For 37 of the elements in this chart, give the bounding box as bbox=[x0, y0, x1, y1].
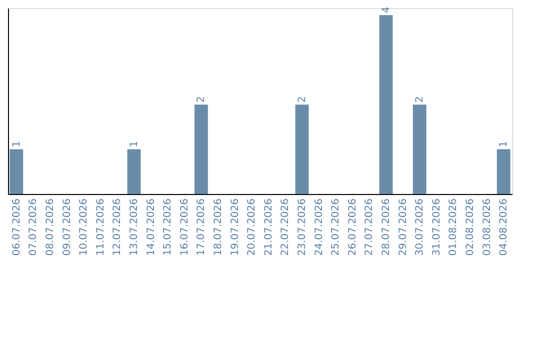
x-tick-label: 13.07.2026 bbox=[129, 198, 140, 256]
x-tick-label: 11.07.2026 bbox=[95, 198, 106, 256]
x-tick-label: 21.07.2026 bbox=[263, 198, 274, 256]
x-tick-label: 17.07.2026 bbox=[196, 198, 208, 256]
x-tick-label: 30.07.2026 bbox=[414, 198, 426, 256]
x-tick-label: 15.07.2026 bbox=[162, 198, 174, 256]
data-label: 1 bbox=[129, 140, 140, 148]
x-tick-label: 28.07.2026 bbox=[381, 198, 392, 256]
x-tick-label: 10.07.2026 bbox=[78, 198, 90, 256]
x-tick-label: 22.07.2026 bbox=[280, 198, 292, 256]
x-tick-label: 02.08.2026 bbox=[465, 198, 476, 256]
data-label: 1 bbox=[498, 140, 510, 148]
data-label: 4 bbox=[381, 6, 392, 14]
x-tick-label: 20.07.2026 bbox=[246, 198, 258, 256]
x-tick-label: 14.07.2026 bbox=[146, 198, 157, 256]
data-label: 1 bbox=[11, 140, 22, 148]
x-tick-label: 04.08.2026 bbox=[498, 198, 510, 256]
x-tick-label: 18.07.2026 bbox=[213, 198, 224, 256]
data-label: 2 bbox=[196, 96, 208, 103]
x-tick-label: 29.07.2026 bbox=[398, 198, 409, 256]
x-tick-label: 31.07.2026 bbox=[431, 198, 442, 256]
data-label: 2 bbox=[414, 96, 426, 103]
x-tick-label: 01.08.2026 bbox=[448, 198, 460, 256]
x-tick-label: 27.07.2026 bbox=[364, 198, 376, 256]
data-label: 2 bbox=[297, 96, 308, 103]
x-tick-label: 24.07.2026 bbox=[314, 198, 325, 256]
x-tick-label: 25.07.2026 bbox=[330, 198, 342, 256]
x-tick-label: 07.07.2026 bbox=[28, 198, 40, 256]
x-tick-label: 26.07.2026 bbox=[347, 198, 358, 256]
x-tick-label: 09.07.2026 bbox=[62, 198, 73, 256]
x-tick-label: 03.08.2026 bbox=[482, 198, 493, 256]
x-tick-label: 23.07.2026 bbox=[297, 198, 308, 256]
x-tick-label: 19.07.2026 bbox=[230, 198, 241, 256]
x-tick-label: 16.07.2026 bbox=[179, 198, 190, 256]
x-tick-label: 06.07.2026 bbox=[11, 198, 22, 256]
x-tick-label: 08.07.2026 bbox=[45, 198, 56, 256]
x-tick-label: 12.07.2026 bbox=[112, 198, 124, 256]
